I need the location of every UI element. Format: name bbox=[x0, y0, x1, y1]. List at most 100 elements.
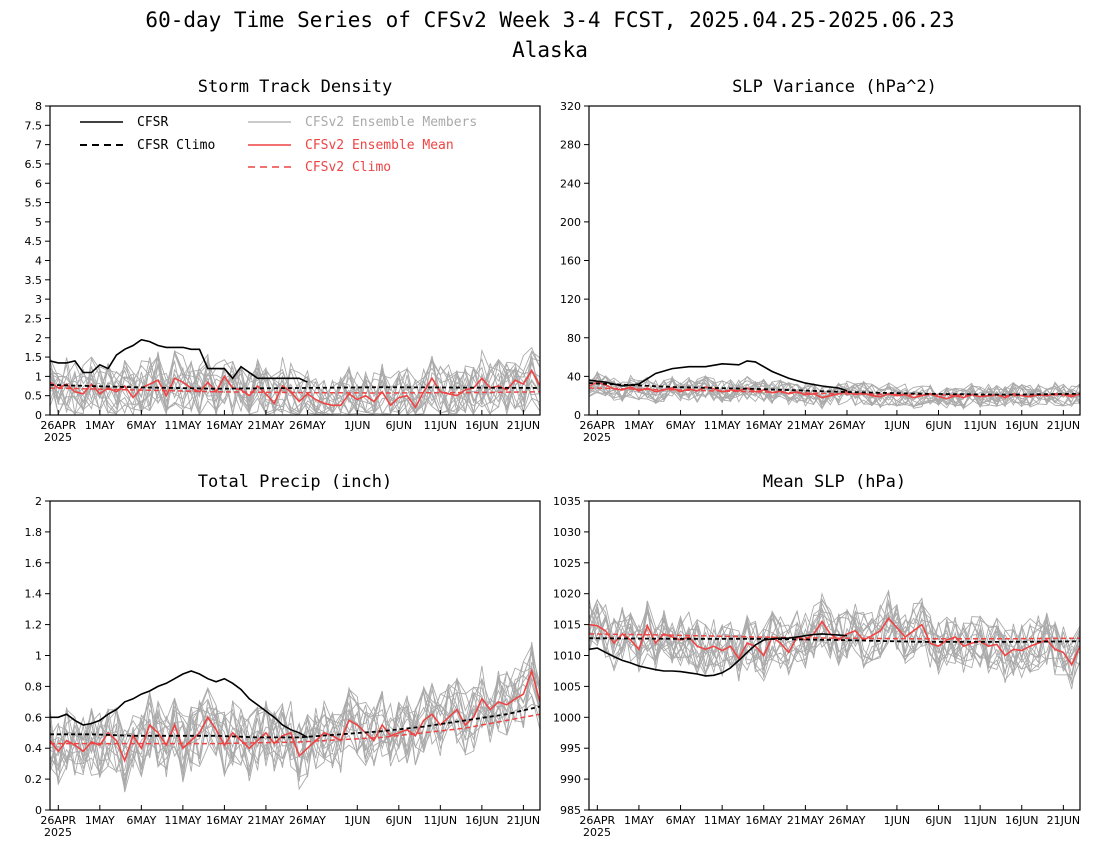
storm-track-density-xtick-label: 21MAY bbox=[247, 419, 284, 432]
mean-slp-ensemble-member-line bbox=[589, 604, 1080, 682]
total-precip-ytick-label: 1.6 bbox=[25, 557, 43, 570]
slp-variance-ytick-label: 80 bbox=[567, 332, 581, 345]
total-precip-ytick-label: 1.8 bbox=[25, 526, 43, 539]
legend: CFSR CFSR Climo CFSv2 Ensemble Members C… bbox=[80, 115, 477, 175]
slp-variance-ytick-label: 240 bbox=[560, 177, 581, 190]
storm-track-density-ensemble-member-line bbox=[50, 360, 540, 415]
mean-slp-cfsr-line bbox=[589, 633, 848, 677]
mean-slp-ytick-label: 1015 bbox=[553, 619, 581, 632]
total-precip-xtick-label: 16JUN bbox=[465, 814, 499, 827]
mean-slp-plot-area bbox=[589, 589, 1080, 690]
panel-mean-slp: Mean SLP (hPa) 985 990 995 1000 1005 1010 1015 1… bbox=[553, 472, 1081, 839]
total-precip-xtick-label: 21JUN bbox=[507, 814, 541, 827]
slp-variance-ytick-label: 120 bbox=[560, 293, 581, 306]
mean-slp-xtick-label: 1JUN bbox=[884, 814, 911, 827]
storm-track-density-ensemble-member-line bbox=[50, 348, 540, 415]
slp-variance-xtick-label: 1JUN bbox=[884, 419, 911, 432]
total-precip-title: Total Precip (inch) bbox=[198, 472, 392, 492]
mean-slp-xtick-year: 2025 bbox=[583, 826, 611, 839]
slp-variance-cfsr-line bbox=[589, 360, 848, 392]
storm-track-density-ytick-label: 1.5 bbox=[25, 351, 43, 364]
slp-variance-ensemble-member-line bbox=[589, 375, 1080, 409]
storm-track-density-ytick-label: 1 bbox=[35, 370, 42, 383]
slp-variance-ytick-label: 160 bbox=[560, 255, 581, 268]
slp-variance-xtick-label: 16JUN bbox=[1005, 419, 1039, 432]
total-precip-xtick-label: 6JUN bbox=[386, 814, 413, 827]
total-precip-ytick-label: 2 bbox=[35, 495, 42, 508]
slp-variance-title: SLP Variance (hPa^2) bbox=[732, 77, 937, 97]
storm-track-density-ytick-label: 7.5 bbox=[25, 119, 43, 132]
total-precip-ytick-label: 0.6 bbox=[25, 711, 43, 724]
panel-slp-variance: SLP Variance (hPa^2) 0 40 80 120 160 200 240 280… bbox=[560, 77, 1081, 444]
storm-track-density-ytick-label: 2 bbox=[35, 332, 42, 345]
storm-track-density-cfsr-line bbox=[50, 338, 308, 383]
storm-track-density-ytick-label: 6 bbox=[35, 177, 42, 190]
total-precip-ensemble-member-line bbox=[50, 661, 540, 791]
mean-slp-ytick-label: 1010 bbox=[553, 650, 581, 663]
slp-variance-ytick-label: 200 bbox=[560, 216, 581, 229]
storm-track-density-ytick-label: 0.5 bbox=[25, 390, 43, 403]
mean-slp-ytick-label: 985 bbox=[560, 804, 581, 817]
mean-slp-ytick-label: 1005 bbox=[553, 680, 581, 693]
slp-variance-xtick-label: 11JUN bbox=[963, 419, 997, 432]
total-precip-xtick-label: 11MAY bbox=[164, 814, 201, 827]
storm-track-density-ytick-label: 6.5 bbox=[25, 158, 43, 171]
storm-track-density-ytick-label: 5.5 bbox=[25, 197, 43, 210]
figure-title: 60-day Time Series of CFSv2 Week 3-4 FCS… bbox=[145, 8, 954, 32]
storm-track-density-ytick-label: 4.5 bbox=[25, 235, 43, 248]
storm-track-density-xtick-label: 16MAY bbox=[206, 419, 243, 432]
slp-variance-ensemble-member-line bbox=[589, 374, 1080, 410]
panel-storm-track-density: Storm Track Density 0 0.5 1 1.5 2 2.5 3 3.5 4 4.5 5… bbox=[25, 77, 541, 444]
total-precip-cfsr-line bbox=[50, 670, 308, 739]
storm-track-density-xtick-label: 1JUN bbox=[344, 419, 371, 432]
mean-slp-ensemble-member-line bbox=[589, 607, 1080, 679]
storm-track-density-xtick-label: 6MAY bbox=[126, 419, 156, 432]
mean-slp-xtick-label: 21MAY bbox=[787, 814, 824, 827]
storm-track-density-xtick-year: 2025 bbox=[44, 431, 72, 444]
slp-variance-xtick-label: 21MAY bbox=[787, 419, 824, 432]
mean-slp-xtick-label: 26APR bbox=[579, 814, 615, 827]
total-precip-xtick-year: 2025 bbox=[44, 826, 72, 839]
legend-label-ens-mean: CFSv2 Ensemble Mean bbox=[305, 138, 454, 153]
storm-track-density-ytick-label: 8 bbox=[35, 100, 42, 113]
total-precip-ytick-label: 0.2 bbox=[25, 773, 43, 786]
storm-track-density-ensemble-mean-line bbox=[50, 368, 540, 409]
storm-track-density-ytick-label: 3 bbox=[35, 293, 42, 306]
storm-track-density-ytick-label: 7 bbox=[35, 139, 42, 152]
legend-label-members: CFSv2 Ensemble Members bbox=[305, 115, 477, 130]
storm-track-density-ensemble-member-line bbox=[50, 350, 540, 415]
total-precip-ytick-label: 0.8 bbox=[25, 680, 43, 693]
mean-slp-cfsv2-climo-line bbox=[589, 633, 1080, 640]
slp-variance-xtick-label: 6MAY bbox=[666, 419, 696, 432]
storm-track-density-xtick-label: 6JUN bbox=[386, 419, 413, 432]
total-precip-xtick-label: 21MAY bbox=[247, 814, 284, 827]
storm-track-density-plot-area bbox=[50, 338, 540, 415]
slp-variance-plot-area bbox=[589, 360, 1080, 410]
total-precip-cfsr-climo-line bbox=[50, 705, 540, 739]
storm-track-density-xtick-label: 11MAY bbox=[164, 419, 201, 432]
slp-variance-ytick-label: 40 bbox=[567, 370, 581, 383]
mean-slp-ytick-label: 1030 bbox=[553, 526, 581, 539]
total-precip-plot-area bbox=[50, 642, 540, 793]
mean-slp-xtick-label: 1MAY bbox=[624, 814, 654, 827]
mean-slp-ytick-label: 1000 bbox=[553, 711, 581, 724]
total-precip-cfsv2-climo-line bbox=[50, 713, 540, 745]
total-precip-xtick-label: 26MAY bbox=[289, 814, 326, 827]
total-precip-ytick-label: 1.2 bbox=[25, 619, 43, 632]
storm-track-density-ytick-label: 3.5 bbox=[25, 274, 43, 287]
storm-track-density-ensemble-member-line bbox=[50, 355, 540, 415]
storm-track-density-ensemble-member-line bbox=[50, 354, 540, 415]
slp-variance-xtick-year: 2025 bbox=[583, 431, 611, 444]
total-precip-xtick-label: 1MAY bbox=[85, 814, 115, 827]
mean-slp-xtick-label: 11MAY bbox=[704, 814, 741, 827]
storm-track-density-cfsv2-climo-line bbox=[50, 387, 540, 394]
legend-label-cfsv2-climo: CFSv2 Climo bbox=[305, 160, 391, 175]
mean-slp-ensemble-mean-line bbox=[589, 617, 1080, 667]
total-precip-ensemble-mean-line bbox=[50, 668, 540, 763]
slp-variance-xtick-label: 26APR bbox=[579, 419, 615, 432]
slp-variance-xtick-label: 21JUN bbox=[1047, 419, 1081, 432]
storm-track-density-ytick-label: 0 bbox=[35, 409, 42, 422]
mean-slp-cfsr-climo-line bbox=[589, 637, 1080, 643]
